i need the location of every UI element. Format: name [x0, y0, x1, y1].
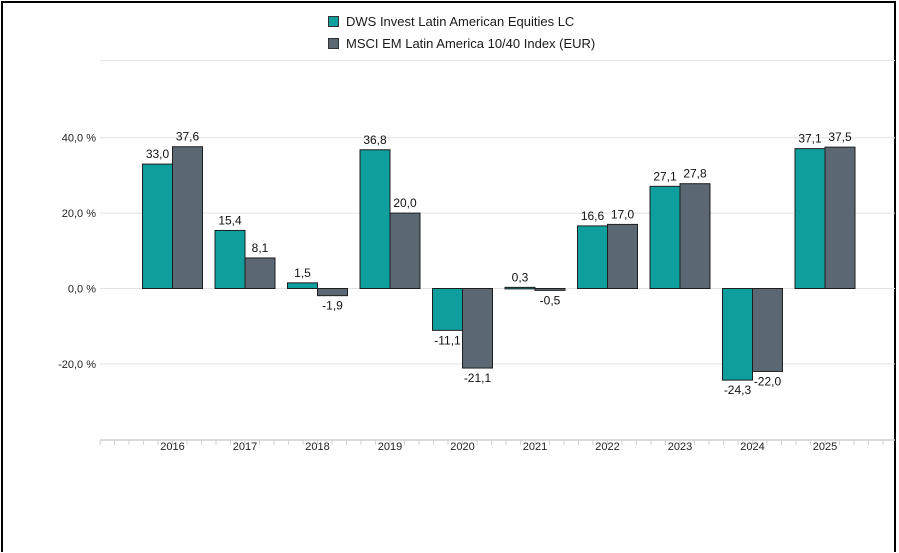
bar-index-2017: [244, 257, 276, 290]
data-label-fund-2020: -11,1: [434, 333, 461, 347]
y-tick-label: -20,0 %: [58, 359, 96, 371]
x-tick-label-2021: 2021: [523, 441, 547, 453]
legend-swatch-index: [328, 37, 339, 49]
data-label-index-2021: -0,5: [540, 293, 561, 307]
data-label-index-2025: 37,5: [828, 130, 852, 144]
x-tick-label-2017: 2017: [233, 441, 257, 453]
bar-index-2024: [752, 288, 783, 372]
bar-fund-2025: [794, 148, 826, 289]
bar-index-2018: [317, 288, 348, 297]
x-tick-label-2022: 2022: [595, 441, 619, 453]
legend-swatch-fund: [328, 15, 339, 27]
data-label-index-2023: 27,8: [683, 167, 707, 181]
bar-fund-2020: [432, 288, 463, 331]
data-label-index-2019: 20,0: [393, 196, 417, 210]
x-tick-label-2024: 2024: [740, 441, 764, 453]
bar-index-2022: [607, 223, 638, 289]
bar-fund-2019: [359, 149, 391, 289]
x-tick-label-2018: 2018: [305, 441, 329, 453]
data-label-index-2017: 8,1: [252, 241, 269, 255]
data-label-index-2016: 37,6: [176, 130, 200, 144]
data-label-fund-2018: 1,5: [294, 266, 311, 280]
bar-fund-2023: [649, 185, 681, 289]
y-tick-label: 0,0 %: [68, 284, 96, 296]
y-tick-label: 40,0 %: [62, 133, 96, 145]
data-label-fund-2025: 37,1: [798, 132, 822, 146]
data-label-fund-2019: 36,8: [363, 133, 387, 147]
y-tick-label: 20,0 %: [62, 208, 96, 220]
data-label-fund-2022: 16,6: [581, 209, 605, 223]
x-tick-label-2023: 2023: [668, 441, 692, 453]
data-label-fund-2017: 15,4: [218, 213, 242, 227]
x-tick-label-2019: 2019: [378, 441, 402, 453]
bar-index-2020: [462, 288, 493, 369]
x-tick-label-2016: 2016: [160, 441, 184, 453]
legend-label-index: MSCI EM Latin America 10/40 Index (EUR): [346, 35, 596, 51]
data-label-fund-2024: -24,3: [724, 383, 752, 397]
data-label-index-2020: -21,1: [464, 371, 492, 385]
data-label-fund-2023: 27,1: [653, 169, 677, 183]
x-tick-label-2020: 2020: [450, 441, 474, 453]
bar-index-2019: [389, 212, 421, 290]
bar-index-2023: [679, 183, 711, 289]
bar-index-2021: [534, 288, 566, 291]
bar-fund-2018: [287, 282, 318, 290]
bar-fund-2021: [504, 286, 536, 290]
data-label-index-2018: -1,9: [322, 299, 343, 313]
legend: DWS Invest Latin American Equities LC MS…: [328, 10, 595, 54]
data-label-index-2024: -22,0: [754, 374, 782, 388]
bar-index-2016: [172, 146, 203, 289]
data-label-fund-2016: 33,0: [146, 147, 170, 161]
bar-fund-2016: [142, 163, 173, 289]
legend-label-fund: DWS Invest Latin American Equities LC: [346, 13, 575, 29]
data-label-fund-2021: 0,3: [512, 270, 529, 284]
bar-fund-2024: [722, 288, 753, 381]
bar-fund-2017: [214, 229, 246, 289]
bar-fund-2022: [577, 225, 608, 289]
legend-item-index[interactable]: MSCI EM Latin America 10/40 Index (EUR): [328, 32, 595, 54]
bar-index-2025: [824, 146, 856, 289]
data-label-index-2022: 17,0: [611, 207, 635, 221]
legend-item-fund[interactable]: DWS Invest Latin American Equities LC: [328, 10, 595, 32]
x-tick-label-2025: 2025: [813, 441, 837, 453]
